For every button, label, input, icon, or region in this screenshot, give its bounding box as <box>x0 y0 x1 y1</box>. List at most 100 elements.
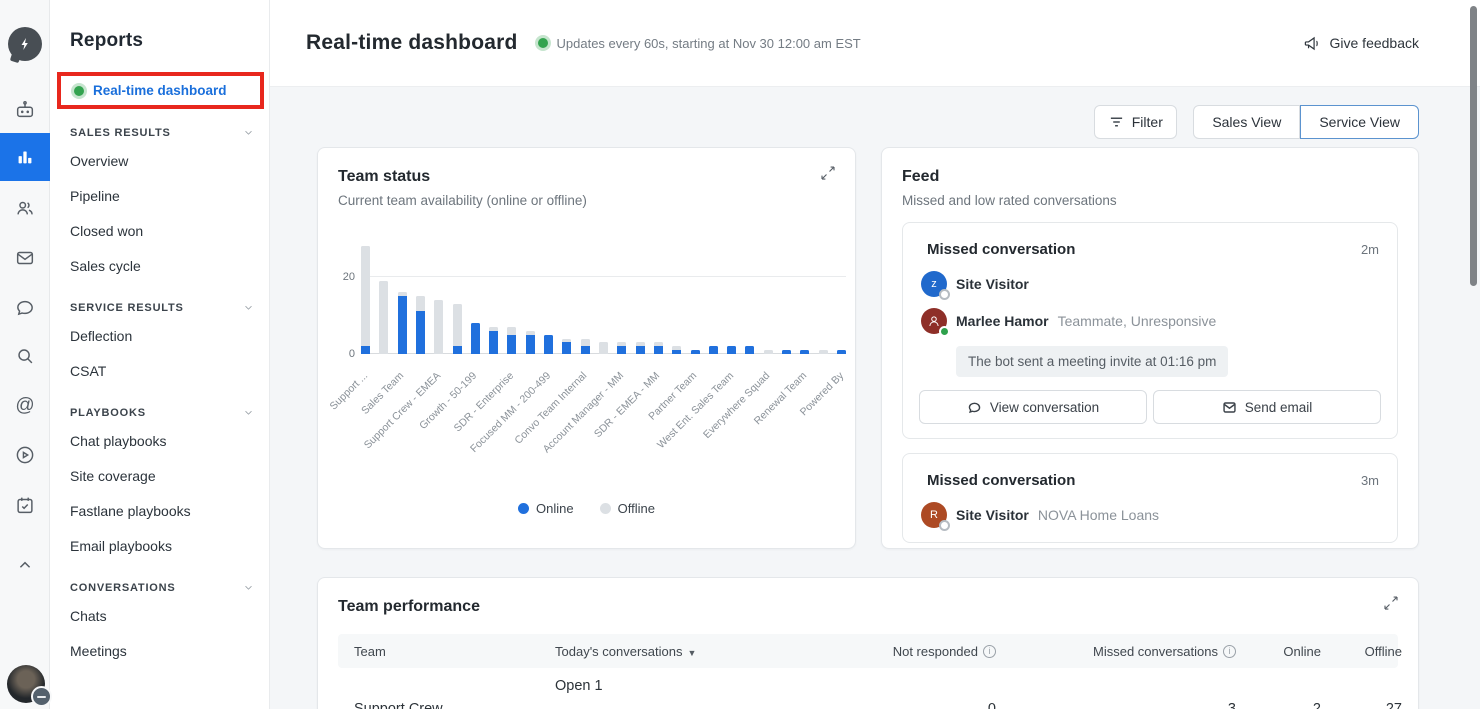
column-header-not-responded: Not responded i <box>838 644 998 659</box>
sidebar-section-header[interactable]: SERVICE RESULTS <box>70 301 255 314</box>
chart-bar[interactable] <box>617 342 627 354</box>
bar-segment-online <box>708 346 718 354</box>
feed-item-title: Missed conversation <box>927 241 1076 258</box>
sidebar-item-csat[interactable]: CSAT <box>70 363 107 379</box>
team-performance-table: Team Today's conversations ▼ Not responded i… <box>338 634 1402 709</box>
expand-team-status-button[interactable] <box>819 164 837 187</box>
chart-bar[interactable] <box>672 346 682 354</box>
participant-row: R Site Visitor NOVA Home Loans <box>919 502 1381 531</box>
chart-bar[interactable] <box>580 338 590 354</box>
expand-icon <box>821 166 835 180</box>
bar-segment-offline <box>617 342 627 347</box>
bar-segment-online <box>361 346 370 354</box>
page-title: Real-time dashboard <box>306 31 518 54</box>
chart-bar[interactable] <box>653 342 663 354</box>
info-icon[interactable]: i <box>1223 644 1236 658</box>
chart-bar[interactable] <box>361 245 370 354</box>
participant-name: Site Visitor <box>956 507 1029 523</box>
chart-bar[interactable] <box>379 280 389 354</box>
send-email-button[interactable]: Send email <box>1153 390 1381 424</box>
chart-bar[interactable] <box>690 350 700 354</box>
sidebar-item-sales-cycle[interactable]: Sales cycle <box>70 258 141 274</box>
chart-bar[interactable] <box>763 350 773 354</box>
chart-bar[interactable] <box>745 346 755 354</box>
chart-bar[interactable] <box>782 350 792 354</box>
chart-bar[interactable] <box>489 326 499 354</box>
chart-bar[interactable] <box>507 326 517 354</box>
chart-bar[interactable] <box>415 296 425 354</box>
chart-bar[interactable] <box>562 338 572 354</box>
sidebar-section-header[interactable]: CONVERSATIONS <box>70 581 255 594</box>
section-label: SALES RESULTS <box>70 126 171 139</box>
chart-bar[interactable] <box>397 292 407 354</box>
rail-collapse-icon[interactable] <box>0 543 50 587</box>
bar-segment-online <box>837 350 846 354</box>
participant-row: z Site Visitor <box>919 271 1381 300</box>
sidebar-item-deflection[interactable]: Deflection <box>70 328 133 344</box>
cell-conversations: Open 1 <box>555 678 603 694</box>
chart-bar[interactable] <box>434 299 444 354</box>
column-header-today-s-conversations[interactable]: Today's conversations ▼ <box>555 643 697 659</box>
chart-bar[interactable] <box>635 342 645 354</box>
view-button-sales-view[interactable]: Sales View <box>1193 105 1301 139</box>
expand-team-performance-button[interactable] <box>1382 594 1400 617</box>
sidebar-item-closed-won[interactable]: Closed won <box>70 223 144 239</box>
chart-bar[interactable] <box>837 350 846 354</box>
bar-segment-online <box>617 346 627 354</box>
filter-button[interactable]: Filter <box>1094 105 1178 139</box>
sidebar-item-chats[interactable]: Chats <box>70 608 107 624</box>
sidebar-item-site-coverage[interactable]: Site coverage <box>70 468 156 484</box>
sidebar-item-fastlane-playbooks[interactable]: Fastlane playbooks <box>70 503 191 519</box>
sidebar-item-meetings[interactable]: Meetings <box>70 643 127 659</box>
view-conversation-button[interactable]: View conversation <box>919 390 1147 424</box>
rail-email-icon[interactable] <box>0 236 50 280</box>
chart-bar[interactable] <box>818 350 828 354</box>
rail-bot-icon[interactable] <box>0 88 50 132</box>
rail-contacts-icon[interactable] <box>0 186 50 230</box>
chart-bar[interactable] <box>599 342 608 354</box>
rail-conversations-icon[interactable] <box>0 286 50 330</box>
team-status-subtitle: Current team availability (online or off… <box>338 193 587 208</box>
chart-bar[interactable] <box>708 346 718 354</box>
rail-reports-icon[interactable] <box>0 133 50 181</box>
table-header-row: Team Today's conversations ▼ Not responded i… <box>338 634 1402 668</box>
filter-label: Filter <box>1131 114 1163 130</box>
chart-gridline <box>361 275 846 277</box>
rail-mention-icon[interactable]: @ <box>0 384 50 428</box>
bar-segment-online <box>507 334 517 354</box>
cell-online: 2 <box>1312 701 1321 709</box>
update-status-text: Updates every 60s, starting at Nov 30 12… <box>556 35 861 51</box>
chart-bar[interactable] <box>525 330 535 354</box>
rail-search-icon[interactable] <box>0 334 50 378</box>
view-button-service-view[interactable]: Service View <box>1300 105 1419 139</box>
sidebar-section-header[interactable]: SALES RESULTS <box>70 126 255 139</box>
avatar: R <box>921 502 950 531</box>
sidebar-item-chat-playbooks[interactable]: Chat playbooks <box>70 433 167 449</box>
sidebar-item-email-playbooks[interactable]: Email playbooks <box>70 538 172 554</box>
vertical-scrollbar[interactable] <box>1470 6 1477 286</box>
user-avatar[interactable] <box>7 665 52 707</box>
sidebar-item-overview[interactable]: Overview <box>70 153 129 169</box>
sidebar-item-realtime-dashboard[interactable]: Real-time dashboard <box>61 76 260 105</box>
info-icon[interactable]: i <box>983 644 996 658</box>
legend-dot <box>518 503 530 514</box>
chart-bar[interactable] <box>544 334 554 354</box>
chart-bar[interactable] <box>470 323 480 354</box>
rail-messenger-logo[interactable] <box>0 22 50 66</box>
chart-bar[interactable] <box>727 346 737 354</box>
chart-bar[interactable] <box>800 350 810 354</box>
bar-segment-online <box>745 346 755 354</box>
bar-segment-offline <box>562 338 572 343</box>
table-row[interactable]: Support Crew Open 1 0 3 2 27 <box>338 668 1402 709</box>
reports-icon <box>18 151 32 164</box>
bar-segment-online <box>470 323 480 354</box>
sidebar-section-header[interactable]: PLAYBOOKS <box>70 406 255 419</box>
rail-walkthrough-icon[interactable] <box>0 433 50 477</box>
tasks-icon <box>17 497 33 514</box>
bar-segment-online <box>653 346 663 354</box>
give-feedback-button[interactable]: Give feedback <box>1303 34 1419 53</box>
sidebar-item-label: Real-time dashboard <box>93 83 227 98</box>
rail-tasks-icon[interactable] <box>0 483 50 527</box>
chart-bar[interactable] <box>452 303 462 354</box>
sidebar-item-pipeline[interactable]: Pipeline <box>70 188 120 204</box>
